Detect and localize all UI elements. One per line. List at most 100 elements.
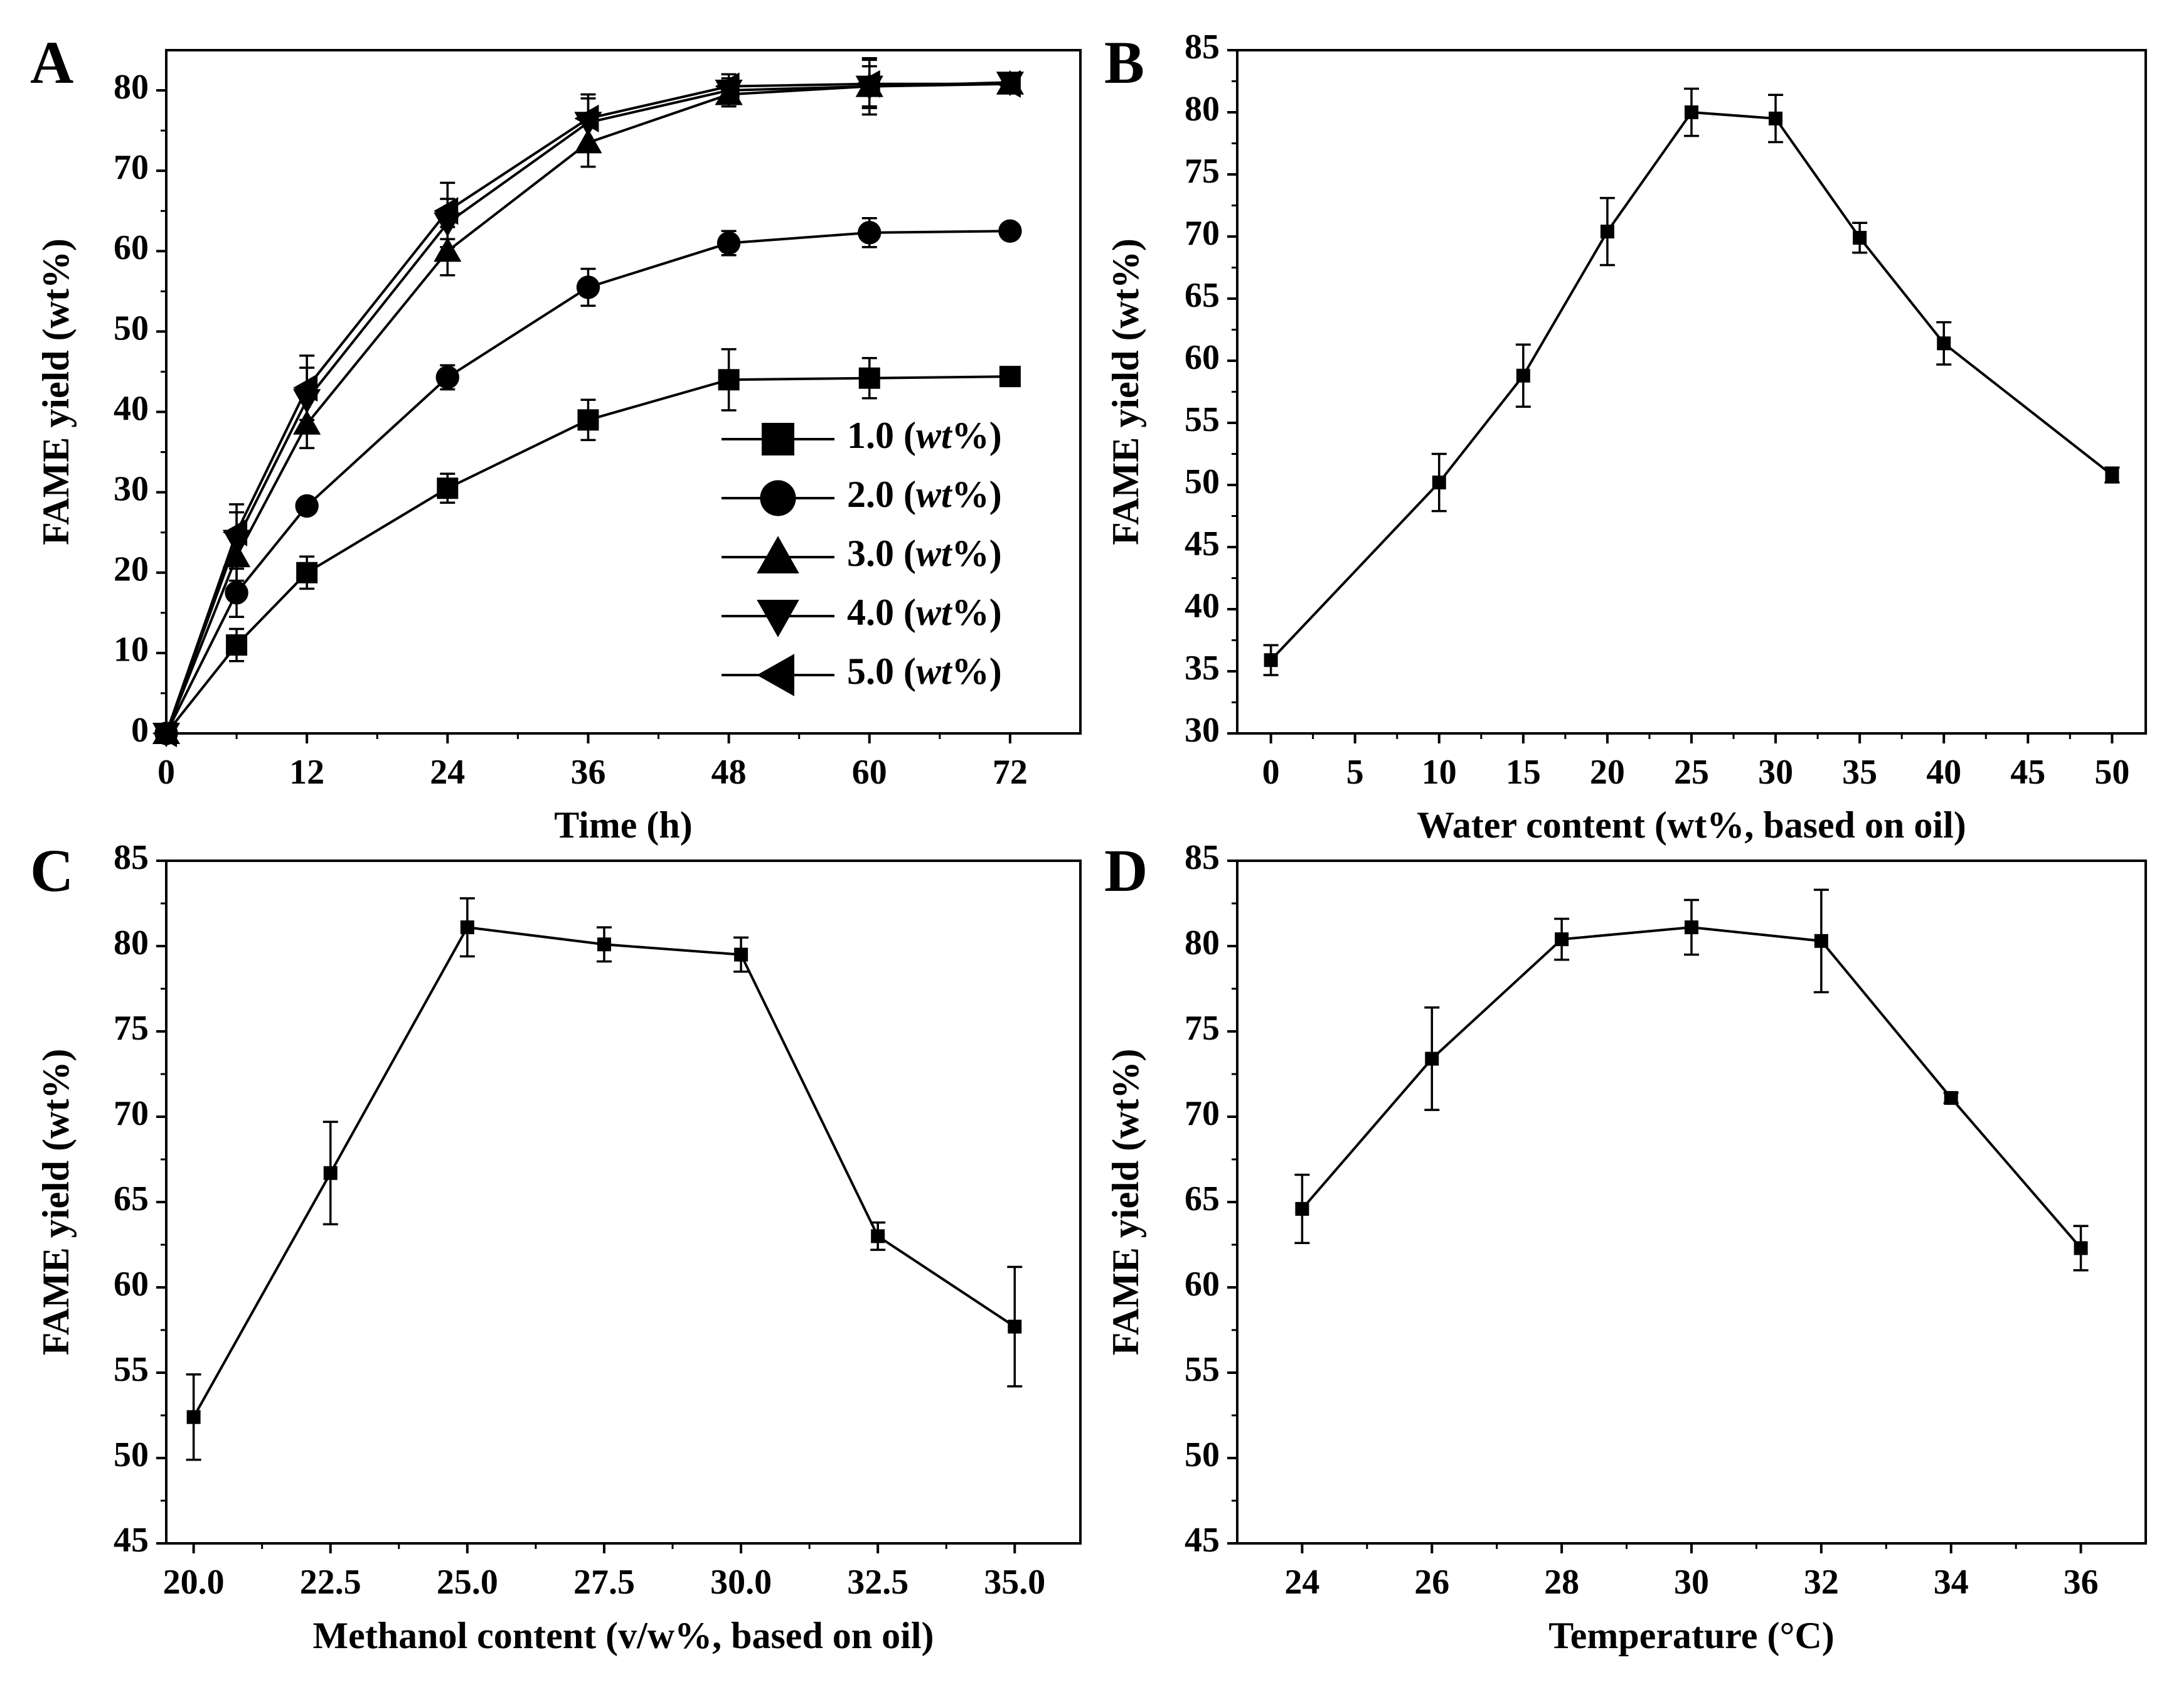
legend-marker [757,600,799,637]
y-tick-label: 55 [114,1350,149,1389]
data-point [858,221,882,245]
plot-frame [1236,860,2147,1545]
legend-unit-tail: %) [952,651,1002,692]
legend-value: 1.0 ( [847,415,916,456]
x-axis-title: Water content (wt%, based on oil) [1417,804,1966,846]
legend-label: 3.0 (wt%) [847,533,1002,574]
legend-marker [760,480,796,516]
legend: 1.0 (wt%)2.0 (wt%)3.0 (wt%)4.0 (wt%)5.0 … [722,415,1002,696]
data-point [222,518,248,546]
data-point [855,70,880,98]
x-tick-label: 30 [1758,753,1793,792]
y-tick-label: 70 [1185,1094,1220,1133]
data-point [1264,653,1278,668]
data-point [1685,105,1698,119]
data-point [1944,1091,1958,1105]
y-tick-label: 45 [114,1521,149,1560]
data-point [295,494,319,518]
series-1 [1263,87,2120,676]
data-point [715,72,740,100]
legend-unit-tail: %) [952,474,1002,515]
y-tick-label: 80 [1185,924,1220,962]
x-tick-label: 28 [1544,1563,1579,1602]
legend-unit: wt [916,533,953,574]
y-axis-title: FAME yield (wt%) [1105,238,1146,545]
y-tick-label: 65 [1185,1179,1220,1218]
y-tick-label: 85 [1185,28,1220,67]
x-tick-label: 35 [1842,753,1877,792]
chart-panel-b: B 0 5 10 15 20 25 30 35 40 45 50 30 35 40 45 50 55 60 65 70 7… [1104,28,2147,846]
data-point [2105,468,2119,482]
data-point [323,1166,338,1180]
y-tick-label: 65 [114,1179,149,1218]
legend-unit: wt [916,592,953,633]
data-point [718,369,740,391]
data-point [1008,1319,1022,1334]
y-tick-label: 50 [114,1435,149,1474]
x-tick-label: 36 [2064,1563,2099,1602]
series-1 [156,348,1021,744]
series-1 [1294,888,2089,1272]
y-tick-label: 45 [1185,1521,1220,1560]
y-tick-label: 40 [114,389,149,428]
legend-value: 3.0 ( [847,533,916,574]
legend-unit-tail: %) [952,592,1002,633]
data-point [734,947,748,962]
x-tick-label: 10 [1422,753,1457,792]
data-point [1814,934,1828,948]
x-tick-label: 25.0 [437,1563,498,1602]
y-tick-label: 35 [1185,649,1220,688]
x-tick-label: 20 [1590,753,1625,792]
y-tick-label: 10 [114,631,149,669]
data-point [1516,368,1530,383]
data-point [1685,920,1698,935]
data-point [1769,111,1783,125]
data-point [871,1229,885,1243]
legend-unit-tail: %) [952,533,1002,574]
legend-unit: wt [916,474,953,515]
legend-label: 5.0 (wt%) [847,651,1002,692]
data-point [434,237,462,262]
y-tick-label: 70 [1185,214,1220,253]
chart-panel-c: C 20.0 22.5 25.0 27.5 30.0 32.5 35.0 45 50 55 60 65 7… [30,837,1082,1656]
data-point [152,719,177,748]
data-point [2074,1241,2088,1255]
data-point [1295,1201,1309,1216]
legend-label: 1.0 (wt%) [847,415,1002,456]
y-tick-label: 70 [114,1094,149,1133]
x-axis-title: Temperature (°C) [1548,1615,1835,1656]
y-tick-label: 70 [114,148,149,187]
legend-label: 2.0 (wt%) [847,474,1002,515]
x-tick-label: 26 [1414,1563,1449,1602]
data-point [460,920,474,935]
data-point [186,1410,201,1424]
data-point [576,275,600,299]
data-point [998,219,1022,243]
chart-panel-a: A 0 12 24 36 48 60 72 0 10 20 30 40 50 60 70 80 Time (h) F… [30,29,1082,846]
data-point [858,367,880,389]
y-tick-label: 65 [1185,276,1220,315]
legend-unit: wt [916,651,953,692]
data-point [1425,1051,1439,1066]
y-tick-label: 45 [1185,524,1220,563]
x-tick-label: 22.5 [300,1563,361,1602]
x-tick-label: 0 [1262,753,1280,792]
x-tick-label: 30.0 [710,1563,772,1602]
x-tick-label: 48 [711,753,747,792]
y-tick-label: 75 [1185,152,1220,191]
x-tick-label: 40 [1926,753,1961,792]
legend-value: 2.0 ( [847,474,916,515]
legend-value: 4.0 ( [847,592,916,633]
y-tick-label: 30 [114,469,149,508]
y-tick-label: 60 [1185,338,1220,377]
x-tick-label: 30 [1674,1563,1709,1602]
x-tick-label: 12 [289,753,324,792]
x-tick-label: 35.0 [984,1563,1045,1602]
data-point [1937,336,1951,351]
y-tick-label: 55 [1185,400,1220,439]
x-tick-label: 0 [157,753,175,792]
y-tick-label: 0 [131,711,149,750]
y-tick-label: 50 [114,309,149,348]
x-tick-label: 25 [1674,753,1709,792]
legend-marker [757,536,799,573]
